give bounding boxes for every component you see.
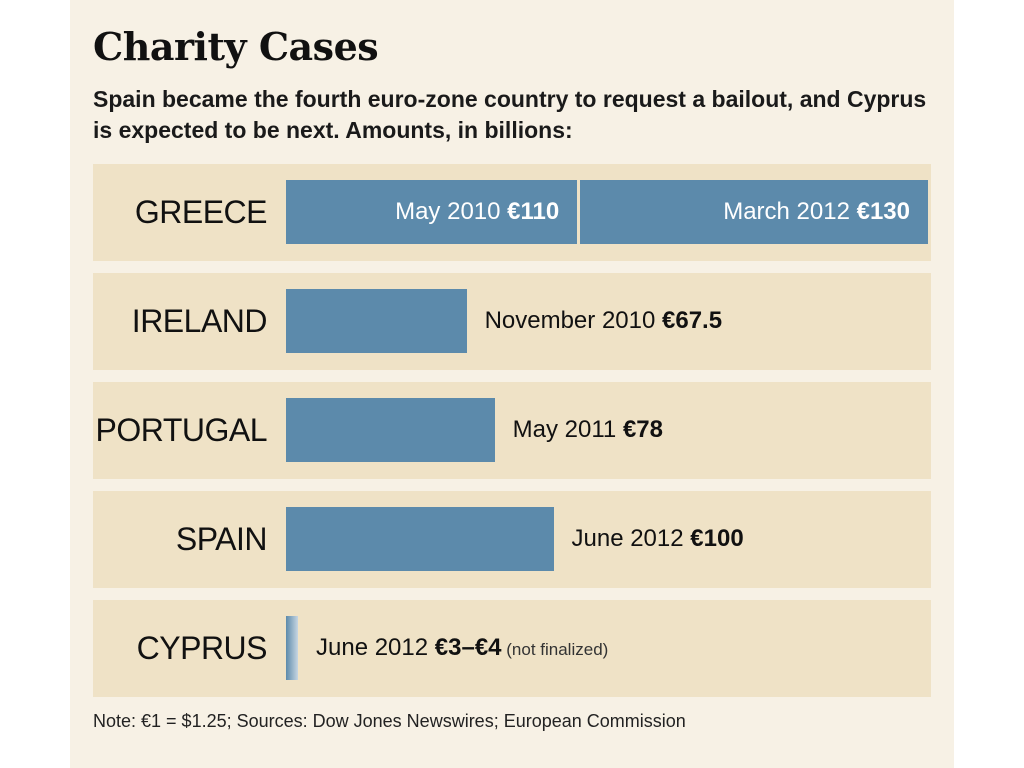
- bar-row-cyprus: CYPRUS June 2012 €3–€4 (not finalized): [93, 600, 931, 697]
- data-label-amount: €78: [622, 416, 663, 443]
- data-label-amount: €3–€4: [434, 634, 502, 661]
- bar: [286, 616, 298, 680]
- bar: May 2010 €110: [286, 180, 578, 244]
- data-label: March 2012 €130: [723, 180, 910, 244]
- bar: [286, 289, 467, 353]
- data-label-date: March 2012: [723, 198, 857, 225]
- data-label-date: June 2012: [316, 634, 435, 661]
- country-label: IRELAND: [131, 303, 268, 339]
- bar: [286, 398, 495, 462]
- country-label: GREECE: [134, 194, 268, 230]
- bar: [286, 507, 554, 571]
- bar: March 2012 €130: [580, 180, 928, 244]
- chart-subtitle: Spain became the fourth euro-zone countr…: [93, 86, 927, 143]
- bar-row-greece: GREECE May 2010 €110 March 2012 €130: [93, 164, 931, 261]
- chart-title: Charity Cases: [93, 24, 379, 69]
- data-label-amount: €130: [856, 198, 910, 225]
- data-label-date: November 2010: [484, 307, 662, 334]
- data-label: June 2012 €3–€4 (not finalized): [316, 616, 608, 680]
- bar-row-ireland: IRELAND November 2010 €67.5: [93, 273, 931, 370]
- data-label: June 2012 €100: [572, 507, 744, 571]
- data-label-date: May 2011: [512, 416, 623, 443]
- data-label-amount: €110: [507, 198, 560, 225]
- country-label: CYPRUS: [136, 630, 268, 666]
- footnote: Note: €1 = $1.25; Sources: Dow Jones New…: [93, 711, 686, 731]
- data-label-amount: €100: [690, 525, 744, 552]
- data-label-amount: €67.5: [662, 307, 723, 334]
- data-label-note: (not finalized): [501, 640, 609, 659]
- data-label: May 2011 €78: [513, 398, 663, 462]
- data-label: May 2010 €110: [395, 180, 559, 244]
- bar-row-portugal: PORTUGAL May 2011 €78: [93, 382, 931, 479]
- bar-row-spain: SPAIN June 2012 €100: [93, 491, 931, 588]
- country-label: SPAIN: [175, 521, 268, 557]
- country-label: PORTUGAL: [95, 412, 268, 448]
- data-label-date: May 2010: [395, 198, 508, 225]
- data-label-date: June 2012: [571, 525, 691, 552]
- data-label: November 2010 €67.5: [485, 289, 723, 353]
